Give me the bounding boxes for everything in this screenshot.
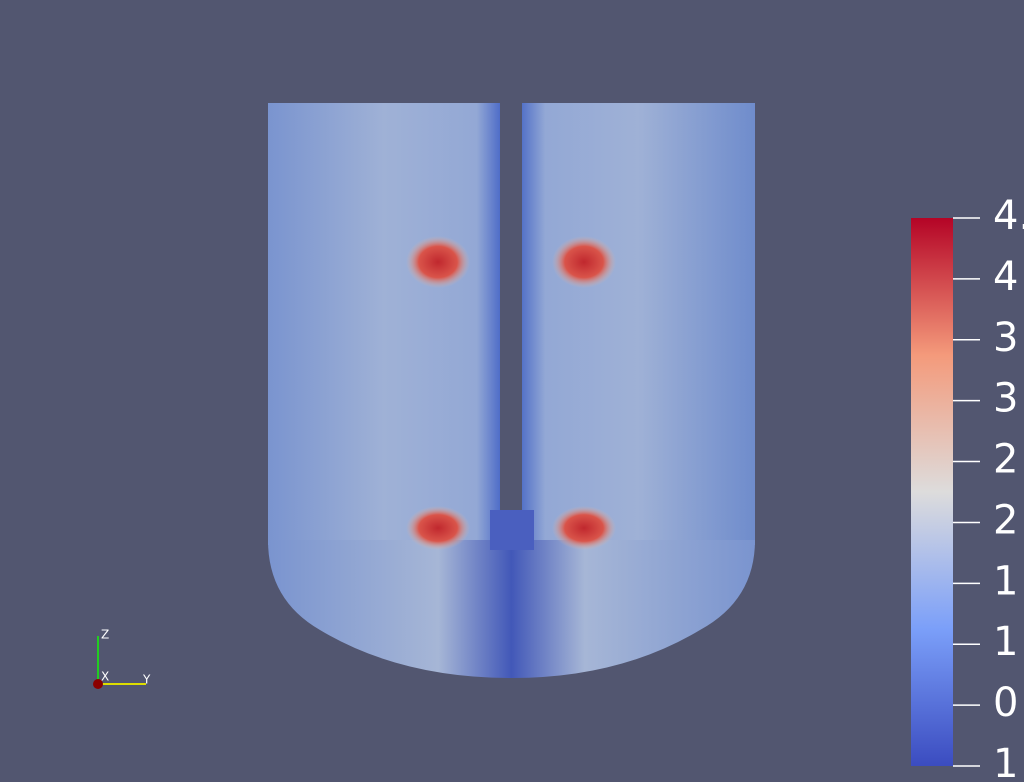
- colorbar: 4. 4 3 3 2 2 1 1 0 1: [911, 193, 1024, 782]
- tank: [268, 103, 755, 678]
- colorbar-label: 1: [993, 558, 1018, 604]
- colorbar-label: 0: [993, 680, 1018, 726]
- colorbar-label: 1: [993, 741, 1018, 782]
- colorbar-label: 3: [993, 376, 1018, 422]
- axis-label: Z: [101, 628, 109, 642]
- colorbar-label: 3: [993, 315, 1018, 361]
- colorbar-label: 2: [993, 497, 1018, 543]
- colorbar-gradient: [911, 218, 953, 766]
- colorbar-label: 4: [993, 254, 1018, 300]
- colorbar-label: 4.: [993, 193, 1024, 239]
- orientation-axes: Z X Y: [93, 628, 151, 689]
- colorbar-label: 1: [993, 619, 1018, 665]
- axis-label: Y: [142, 673, 151, 687]
- axis-label: X: [101, 670, 109, 684]
- colorbar-label: 2: [993, 437, 1018, 483]
